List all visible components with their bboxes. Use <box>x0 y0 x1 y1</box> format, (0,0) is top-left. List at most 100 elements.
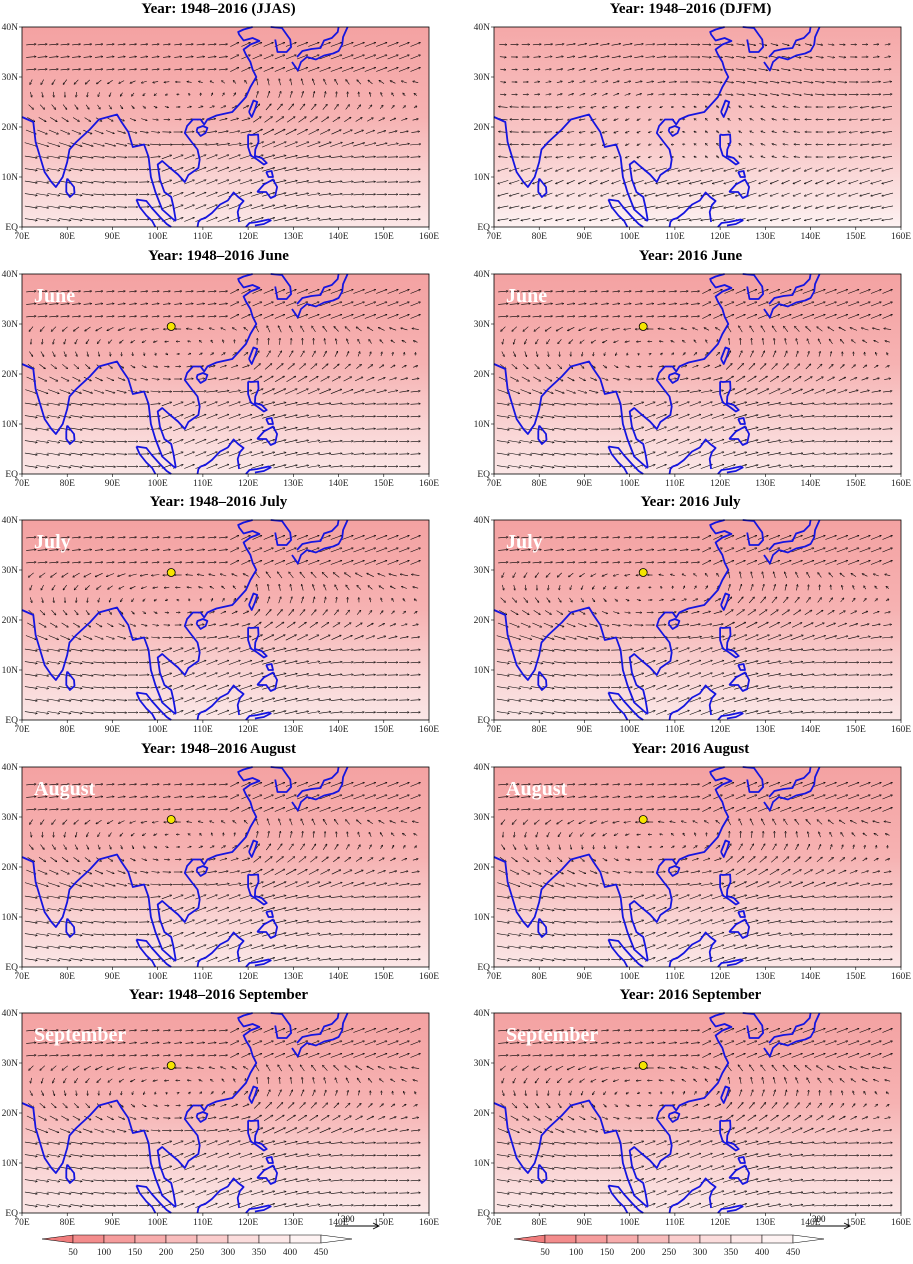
y-tick-label: 10N <box>2 173 19 183</box>
x-tick-label: 110E <box>665 725 685 735</box>
x-tick-label: 160E <box>419 972 439 982</box>
x-tick-label: 90E <box>105 479 121 489</box>
x-tick-label: 100E <box>620 725 640 735</box>
x-tick-label: 80E <box>60 725 76 735</box>
x-tick-label: 150E <box>846 972 866 982</box>
x-tick-label: 140E <box>329 232 349 242</box>
x-tick-label: 80E <box>60 232 76 242</box>
y-tick-label: EQ <box>477 963 490 973</box>
y-tick-label: 10N <box>2 913 19 923</box>
y-tick-label: 30N <box>2 320 19 330</box>
location-marker <box>639 816 647 824</box>
x-tick-label: 70E <box>14 479 30 489</box>
x-tick-label: 110E <box>193 479 213 489</box>
y-tick-label: 40N <box>2 516 19 526</box>
location-marker <box>639 569 647 577</box>
x-tick-label: 70E <box>14 972 30 982</box>
y-tick-label: 40N <box>474 270 491 280</box>
x-tick-label: 160E <box>891 725 911 735</box>
y-tick-label: 40N <box>474 516 491 526</box>
month-label: June <box>506 285 547 307</box>
y-tick-label: 20N <box>2 370 19 380</box>
y-tick-label: 40N <box>474 763 491 773</box>
y-tick-label: EQ <box>5 223 18 233</box>
x-tick-label: 160E <box>891 972 911 982</box>
panel-title: Year: 1948–2016 September <box>0 986 437 1004</box>
x-tick-label: 150E <box>374 972 394 982</box>
x-tick-label: 110E <box>193 725 213 735</box>
x-tick-label: 80E <box>532 479 548 489</box>
x-tick-label: 160E <box>419 479 439 489</box>
x-tick-label: 160E <box>419 232 439 242</box>
y-tick-label: EQ <box>5 716 18 726</box>
panel-title: Year: 1948–2016 (DJFM) <box>472 0 909 18</box>
x-tick-label: 150E <box>374 725 394 735</box>
x-tick-label: 140E <box>801 725 821 735</box>
x-tick-label: 140E <box>329 972 349 982</box>
x-tick-label: 120E <box>238 232 258 242</box>
x-tick-label: 140E <box>801 232 821 242</box>
y-tick-label: 20N <box>474 123 491 133</box>
y-tick-label: EQ <box>5 963 18 973</box>
x-tick-label: 130E <box>755 232 775 242</box>
panel-title: Year: 1948–2016 August <box>0 740 437 758</box>
month-label: July <box>506 531 543 553</box>
location-marker <box>167 569 175 577</box>
month-label: August <box>506 778 567 800</box>
x-tick-label: 150E <box>374 232 394 242</box>
x-tick-label: 90E <box>577 479 593 489</box>
x-tick-label: 110E <box>193 972 213 982</box>
y-tick-label: 10N <box>474 913 491 923</box>
x-tick-label: 70E <box>486 479 502 489</box>
y-tick-label: 40N <box>2 270 19 280</box>
x-tick-label: 110E <box>665 479 685 489</box>
x-tick-label: 90E <box>105 725 121 735</box>
x-tick-label: 160E <box>891 232 911 242</box>
y-tick-label: 20N <box>474 863 491 873</box>
x-tick-label: 130E <box>755 479 775 489</box>
x-tick-label: 80E <box>532 972 548 982</box>
x-tick-label: 80E <box>532 232 548 242</box>
x-tick-label: 70E <box>486 232 502 242</box>
x-tick-label: 90E <box>577 972 593 982</box>
y-tick-label: 30N <box>474 320 491 330</box>
x-tick-label: 90E <box>577 725 593 735</box>
y-tick-label: 10N <box>474 420 491 430</box>
x-tick-label: 100E <box>148 232 168 242</box>
month-label: July <box>34 531 71 553</box>
y-tick-label: 30N <box>474 566 491 576</box>
x-tick-label: 80E <box>532 725 548 735</box>
x-tick-label: 140E <box>329 479 349 489</box>
x-tick-label: 130E <box>283 479 303 489</box>
y-tick-label: EQ <box>477 470 490 480</box>
y-tick-label: 30N <box>2 73 19 83</box>
x-tick-label: 140E <box>801 972 821 982</box>
x-tick-label: 140E <box>329 725 349 735</box>
x-tick-label: 120E <box>710 479 730 489</box>
x-tick-label: 110E <box>665 232 685 242</box>
x-tick-label: 130E <box>283 232 303 242</box>
x-tick-label: 150E <box>374 479 394 489</box>
x-tick-label: 120E <box>238 479 258 489</box>
y-tick-label: EQ <box>5 470 18 480</box>
x-tick-label: 130E <box>755 725 775 735</box>
y-tick-label: 10N <box>474 666 491 676</box>
x-tick-label: 140E <box>801 479 821 489</box>
x-tick-label: 160E <box>891 479 911 489</box>
x-tick-label: 80E <box>60 972 76 982</box>
y-tick-label: EQ <box>477 716 490 726</box>
x-tick-label: 150E <box>846 725 866 735</box>
